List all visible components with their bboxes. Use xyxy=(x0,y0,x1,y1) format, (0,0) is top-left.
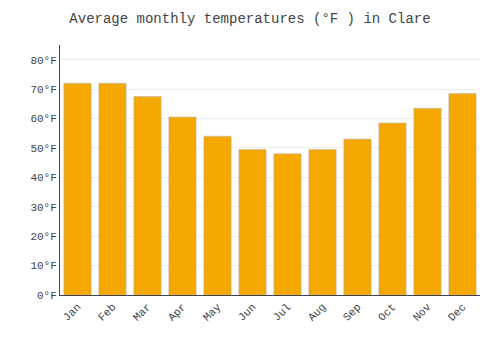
svg-text:Mar: Mar xyxy=(131,301,153,323)
svg-text:Average monthly temperatures (: Average monthly temperatures (°F ) in Cl… xyxy=(69,11,430,27)
svg-text:Sep: Sep xyxy=(341,301,363,323)
svg-text:30°F: 30°F xyxy=(30,202,56,214)
svg-text:Nov: Nov xyxy=(411,301,434,324)
svg-text:Jan: Jan xyxy=(61,301,83,323)
svg-text:40°F: 40°F xyxy=(30,172,56,184)
svg-text:Apr: Apr xyxy=(166,301,188,323)
svg-text:50°F: 50°F xyxy=(30,143,56,155)
svg-text:Jun: Jun xyxy=(236,301,258,323)
svg-text:20°F: 20°F xyxy=(30,231,56,243)
svg-text:70°F: 70°F xyxy=(30,84,56,96)
svg-text:60°F: 60°F xyxy=(30,113,56,125)
svg-text:Oct: Oct xyxy=(376,301,398,323)
svg-text:Feb: Feb xyxy=(96,301,118,323)
svg-text:Dec: Dec xyxy=(446,301,468,323)
svg-text:10°F: 10°F xyxy=(30,260,56,272)
svg-text:Aug: Aug xyxy=(306,301,328,323)
svg-text:80°F: 80°F xyxy=(30,55,56,67)
svg-text:Jul: Jul xyxy=(271,301,293,323)
svg-text:May: May xyxy=(201,301,224,324)
svg-text:0°F: 0°F xyxy=(37,290,57,302)
